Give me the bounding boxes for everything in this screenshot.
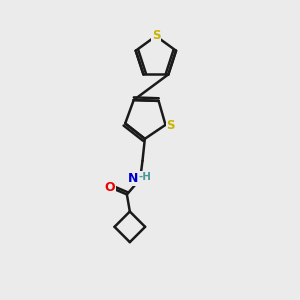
Text: N: N	[128, 172, 138, 185]
Text: O: O	[105, 182, 116, 194]
Text: S: S	[152, 29, 160, 42]
Text: S: S	[167, 119, 175, 132]
Text: -H: -H	[139, 172, 152, 182]
